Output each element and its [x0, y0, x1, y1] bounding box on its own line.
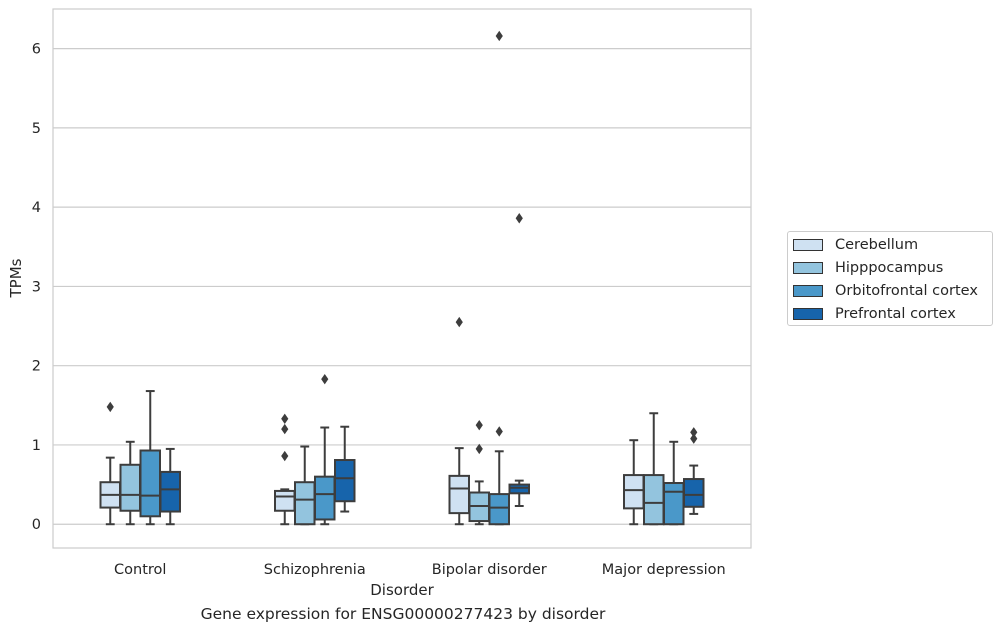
box-iqr [274, 489, 296, 512]
box-cerebellum-bipolar-disorder [448, 316, 470, 526]
y-tick-labels: 0 1 2 3 4 5 6 [32, 42, 41, 534]
y-tick-label-1: 1 [32, 438, 41, 454]
box-hipppocampus-schizophrenia [294, 445, 316, 526]
y-tick-label-4: 4 [32, 200, 41, 216]
box-iqr [139, 449, 161, 518]
y-axis-label: TPMs [7, 258, 25, 298]
outlier-marker [106, 401, 114, 413]
box-iqr [448, 474, 470, 515]
outlier-marker [475, 419, 483, 431]
outlier-marker [495, 30, 503, 42]
legend-label-hipppocampus: Hipppocampus [835, 260, 944, 276]
x-tick-label-control: Control [114, 562, 166, 578]
box-hipppocampus-bipolar-disorder [468, 419, 490, 526]
box-cerebellum-schizophrenia [274, 413, 296, 526]
box-iqr [334, 459, 356, 503]
outlier-marker [475, 443, 483, 455]
box-iqr [643, 474, 665, 526]
gridlines [53, 48, 751, 525]
box-orbitofrontal-cortex-control [139, 390, 161, 526]
legend-label-cerebellum: Cerebellum [835, 237, 919, 253]
box-iqr [159, 470, 181, 513]
x-tick-labels: Control Schizophrenia Bipolar disorder Majo… [114, 562, 726, 578]
box-prefrontal-cortex-bipolar-disorder [508, 213, 530, 507]
outlier-marker [281, 423, 289, 435]
legend-item-orbitofrontal-cortex: Orbitofrontal cortex [793, 281, 978, 301]
box-iqr [488, 493, 510, 526]
outlier-marker [321, 373, 329, 385]
box-prefrontal-cortex-control [159, 447, 181, 526]
legend-swatch-prefrontal-cortex [793, 308, 823, 320]
y-tick-label-6: 6 [32, 42, 41, 58]
legend-item-hipppocampus: Hipppocampus [793, 258, 943, 278]
y-tick-label-0: 0 [32, 517, 41, 533]
box-iqr [663, 482, 685, 526]
legend-swatch-cerebellum [793, 239, 823, 251]
y-tick-label-3: 3 [32, 279, 41, 295]
box-hipppocampus-major-depression [643, 412, 665, 526]
legend: Cerebellum Hipppocampus Orbitofrontal co… [787, 231, 993, 326]
y-tick-label-5: 5 [32, 121, 41, 137]
legend-item-cerebellum: Cerebellum [793, 235, 918, 255]
outlier-marker [515, 213, 523, 224]
box-iqr [314, 475, 336, 521]
outlier-marker [281, 413, 289, 424]
figure-caption: Gene expression for ENSG00000277423 by d… [200, 605, 606, 623]
outlier-marker [690, 433, 698, 444]
legend-label-prefrontal-cortex: Prefrontal cortex [835, 306, 956, 322]
y-tick-label-2: 2 [32, 359, 41, 375]
legend-swatch-orbitofrontal-cortex [793, 285, 823, 297]
box-prefrontal-cortex-schizophrenia [334, 425, 356, 513]
box-iqr [119, 463, 141, 512]
x-tick-label-bipolar-disorder: Bipolar disorder [432, 562, 547, 578]
legend-item-prefrontal-cortex: Prefrontal cortex [793, 304, 956, 324]
box-iqr [294, 481, 316, 526]
outlier-marker [690, 427, 698, 438]
box-cerebellum-control [99, 401, 121, 526]
x-tick-label-major-depression: Major depression [602, 562, 726, 578]
box-orbitofrontal-cortex-schizophrenia [314, 373, 336, 526]
outlier-marker [495, 426, 503, 437]
box-prefrontal-cortex-major-depression [683, 427, 705, 515]
box-orbitofrontal-cortex-bipolar-disorder [488, 30, 510, 526]
plot-area-frame [52, 8, 752, 549]
box-iqr [623, 474, 645, 510]
outlier-marker [281, 450, 289, 462]
x-axis-label: Disorder [370, 581, 434, 599]
box-orbitofrontal-cortex-major-depression [663, 440, 685, 526]
box-hipppocampus-control [119, 440, 141, 526]
box-iqr [508, 483, 530, 495]
outlier-marker [455, 316, 463, 328]
boxes [99, 30, 705, 526]
x-tick-label-schizophrenia: Schizophrenia [264, 562, 366, 578]
box-cerebellum-major-depression [623, 439, 645, 526]
box-iqr [683, 478, 705, 508]
legend-label-orbitofrontal-cortex: Orbitofrontal cortex [835, 283, 978, 299]
legend-swatch-hipppocampus [793, 262, 823, 274]
